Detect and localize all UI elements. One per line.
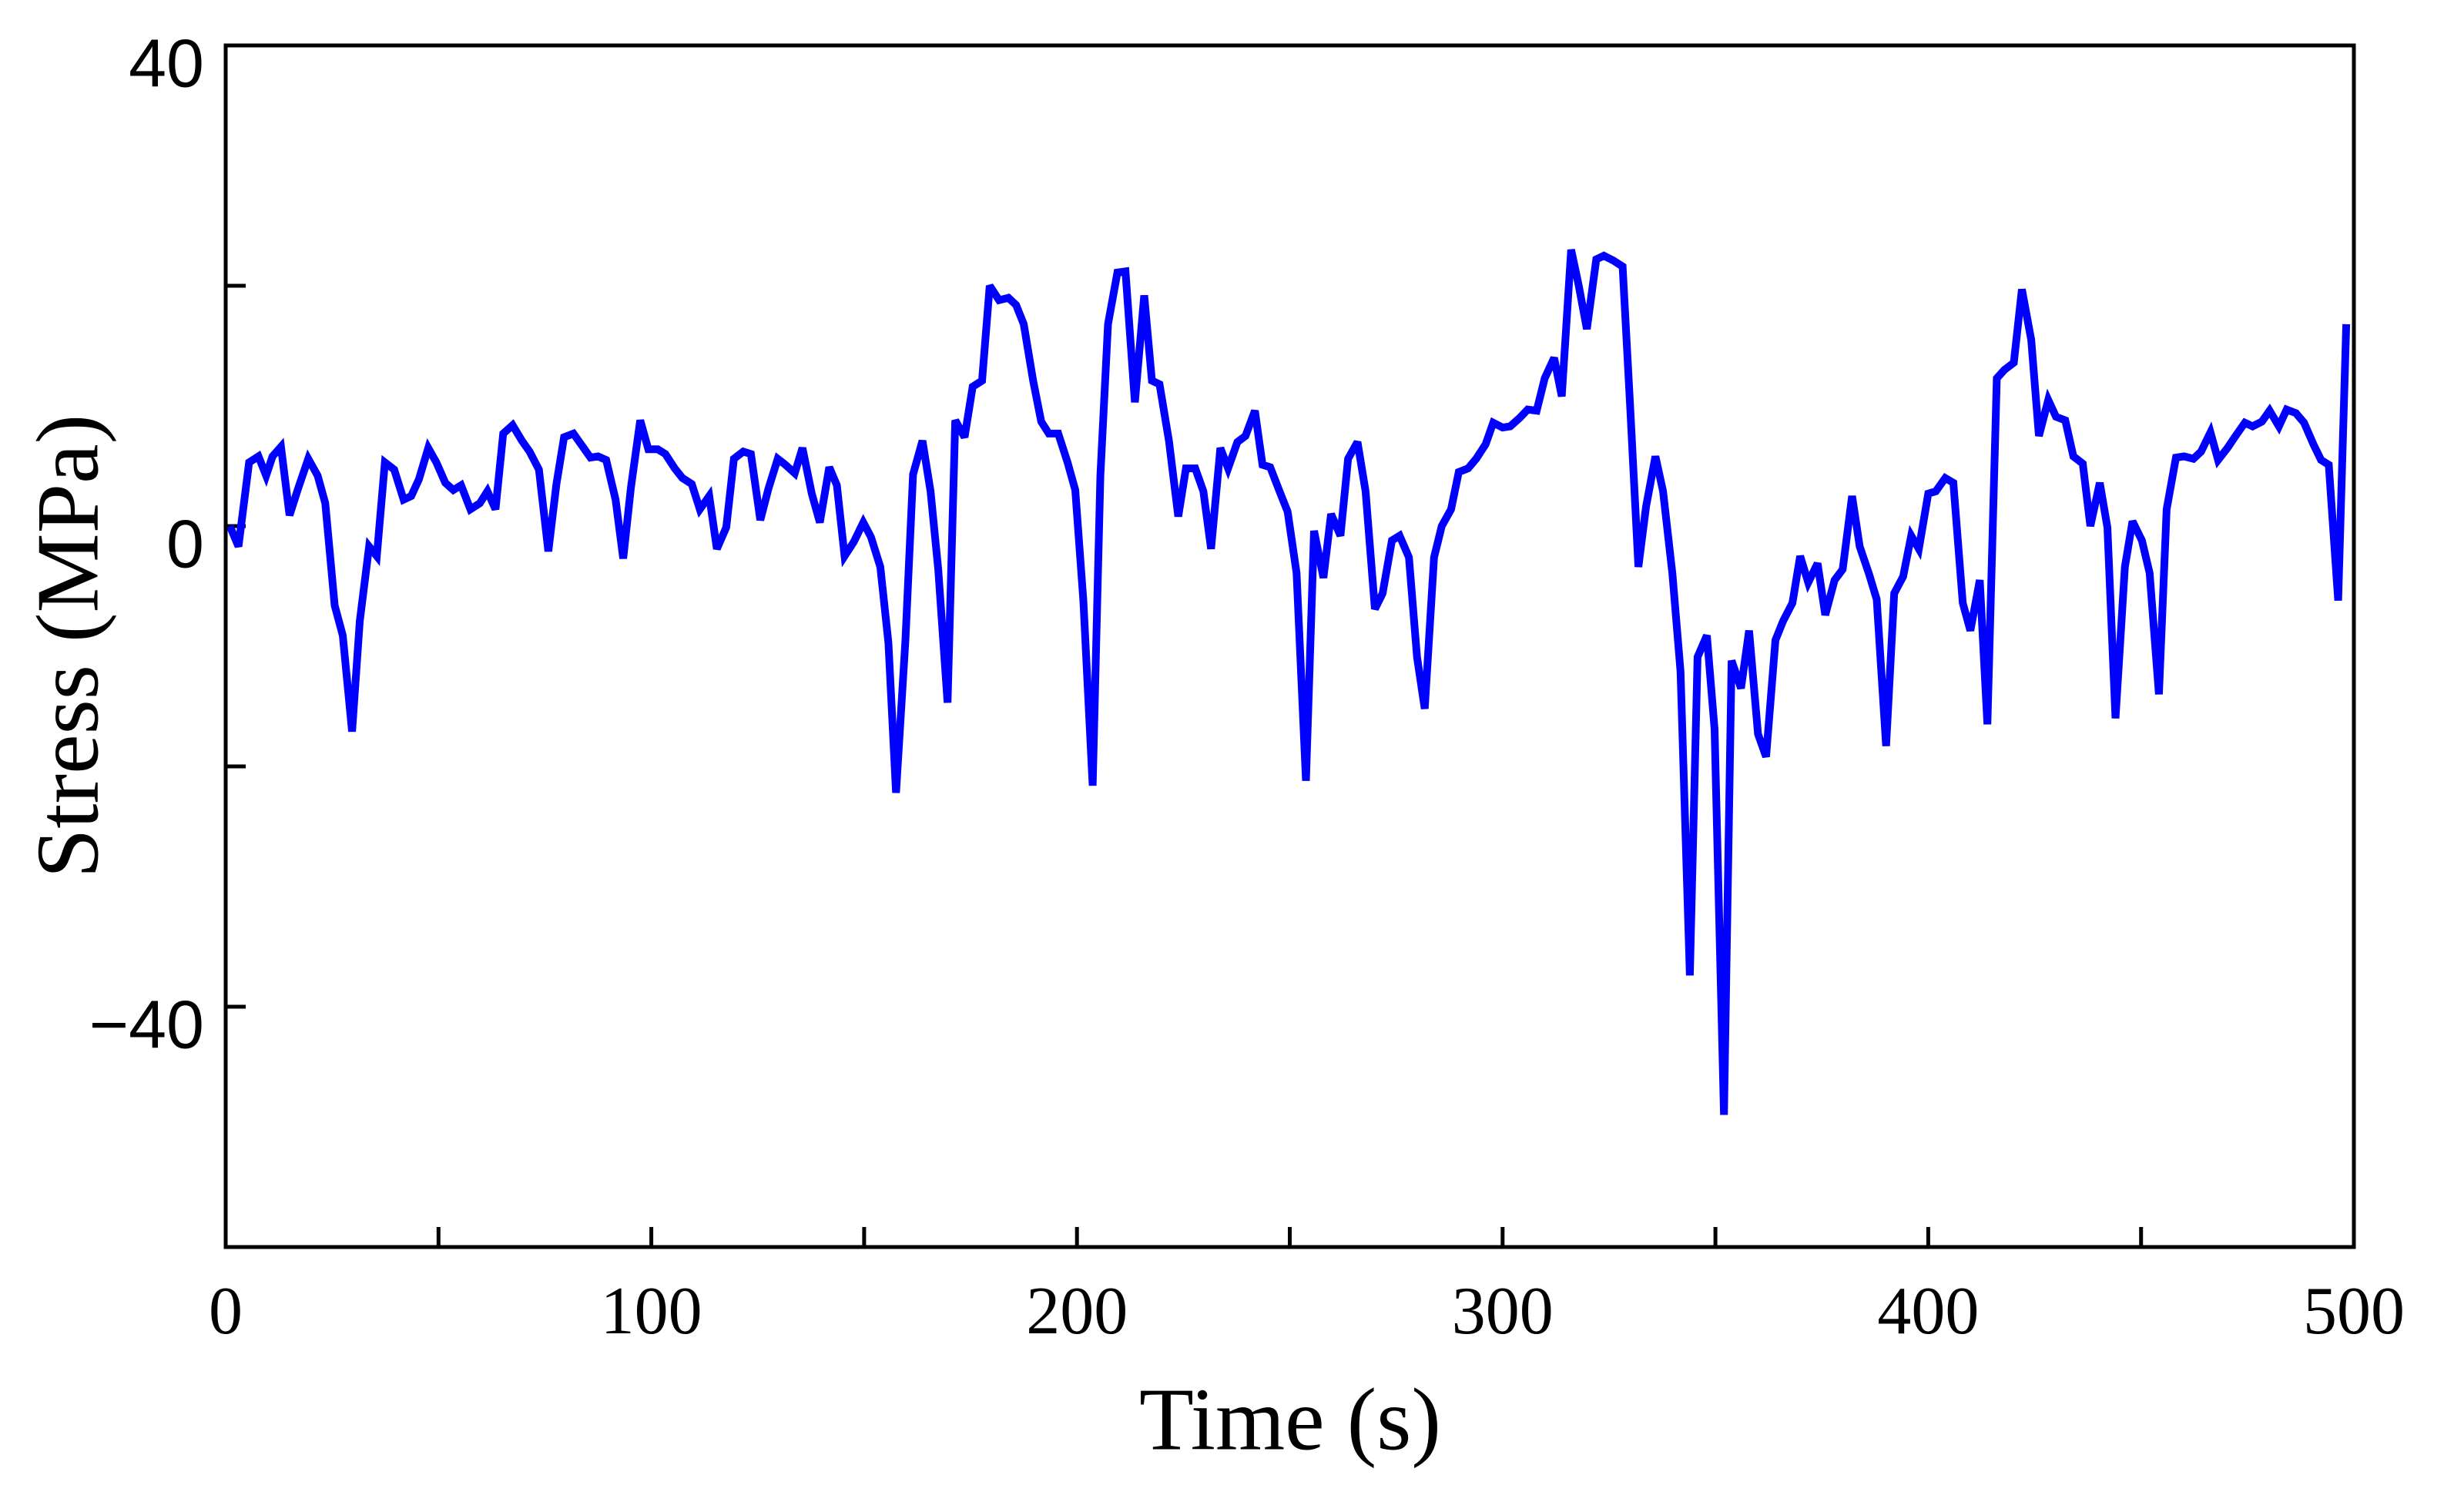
y-tick-label: 0 [166,505,204,582]
y-tick-label: 40 [129,25,204,101]
x-tick-label: 400 [1877,1274,1979,1349]
x-axis-label: Time (s) [1139,1371,1441,1470]
x-tick-label: 200 [1026,1274,1128,1349]
x-tick-label: 300 [1452,1274,1554,1349]
plot-frame [223,43,2356,1249]
y-tick-label: −40 [89,986,204,1062]
x-tick-label: 0 [209,1274,243,1349]
y-axis-label: Stress (MPa) [19,414,118,879]
data-line [226,249,2351,1115]
x-tick-label: 100 [601,1274,702,1349]
x-tick-label: 500 [2303,1274,2405,1349]
